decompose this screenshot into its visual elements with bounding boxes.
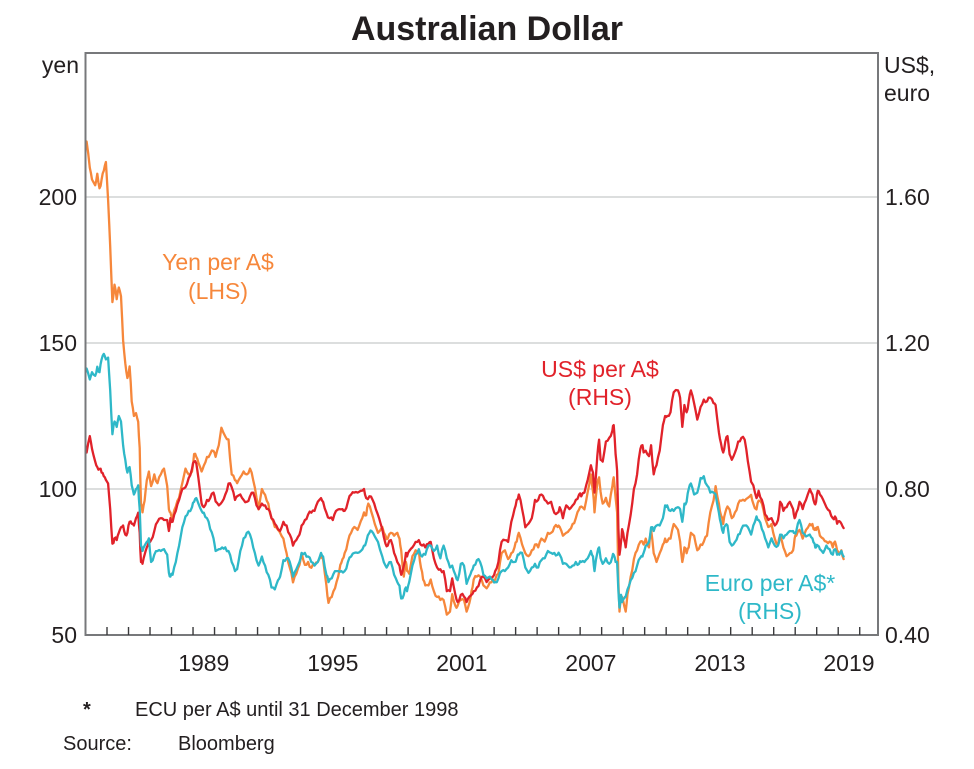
gridlines bbox=[85, 196, 878, 490]
left-tick-label: 100 bbox=[39, 476, 77, 502]
footnote-marker: * bbox=[83, 699, 91, 721]
x-axis-label: 1995 bbox=[307, 650, 358, 676]
footnote-text: ECU per A$ until 31 December 1998 bbox=[135, 699, 459, 721]
right-tick-label: 1.60 bbox=[885, 184, 930, 210]
right-axis-unit-line2: euro bbox=[884, 80, 930, 106]
chart-title: Australian Dollar bbox=[351, 10, 623, 48]
series-label-us-per-a-: (RHS) bbox=[568, 384, 632, 410]
left-tick-label: 50 bbox=[51, 622, 77, 648]
series-label-euro-per-a-: Euro per A$* bbox=[705, 570, 835, 596]
series-lines bbox=[85, 140, 845, 616]
right-axis-unit-line1: US$, bbox=[884, 52, 935, 78]
x-axis-label: 2019 bbox=[823, 650, 874, 676]
series-line-euro-per-a- bbox=[85, 352, 845, 609]
axis-tick-labels: 200 150 100 50 1.60 1.20 0.80 0.40 1989 1995 2001 2… bbox=[39, 184, 930, 676]
source-label: Source: bbox=[63, 733, 132, 755]
left-tick-label: 200 bbox=[39, 184, 77, 210]
x-axis-label: 2001 bbox=[436, 650, 487, 676]
right-tick-label: 1.20 bbox=[885, 330, 930, 356]
x-axis-label: 2013 bbox=[694, 650, 745, 676]
x-axis-label: 2007 bbox=[565, 650, 616, 676]
series-label-euro-per-a-: (RHS) bbox=[738, 598, 802, 624]
series-line-us-per-a- bbox=[85, 388, 845, 604]
series-label-yen-per-a-: Yen per A$ bbox=[162, 249, 274, 275]
series-label-yen-per-a-: (LHS) bbox=[188, 278, 248, 304]
right-tick-label: 0.80 bbox=[885, 476, 930, 502]
plot-border bbox=[84, 52, 879, 636]
source-value: Bloomberg bbox=[178, 733, 275, 755]
series-labels: Yen per A$(LHS)US$ per A$(RHS)Euro per A… bbox=[162, 249, 835, 624]
right-tick-label: 0.40 bbox=[885, 622, 930, 648]
left-axis-unit: yen bbox=[42, 52, 79, 78]
series-line-yen-per-a- bbox=[85, 140, 845, 616]
left-tick-label: 150 bbox=[39, 330, 77, 356]
axis-ticks bbox=[106, 627, 861, 635]
x-axis-label: 1989 bbox=[178, 650, 229, 676]
series-label-us-per-a-: US$ per A$ bbox=[541, 356, 659, 382]
